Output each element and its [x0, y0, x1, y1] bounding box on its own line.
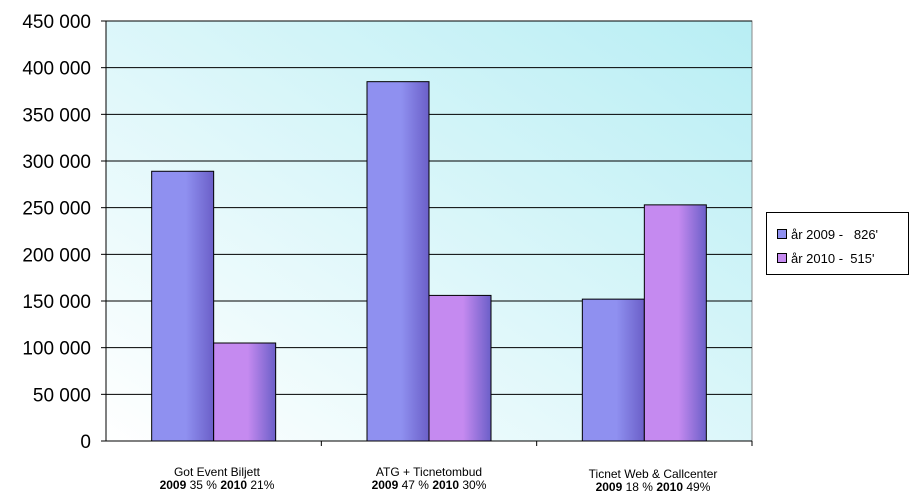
category-label-1: Got Event Biljett 2009 35 % 2010 21% — [159, 465, 275, 492]
bar-2010-2 — [428, 294, 492, 442]
legend-item-2010: år 2010 - 515' — [777, 246, 908, 270]
bar-2009-1 — [151, 170, 215, 442]
legend-label-2010: år 2010 - 515' — [791, 250, 875, 266]
y-tick-label: 300 000 — [22, 152, 91, 173]
y-tick-label: 350 000 — [22, 105, 91, 126]
bar-2010-1 — [213, 342, 277, 442]
y-tick-label: 450 000 — [22, 12, 91, 33]
chart-legend: år 2009 - 826' år 2010 - 515' — [766, 212, 909, 275]
category-label-3: Ticnet Web & Callcenter 2009 18 % 2010 4… — [588, 467, 718, 494]
y-tick-label: 150 000 — [22, 292, 91, 313]
y-tick-label: 0 — [80, 432, 91, 453]
y-tick-label: 50 000 — [33, 385, 91, 406]
y-tick-label: 200 000 — [22, 245, 91, 266]
bar-2010-3 — [643, 204, 707, 442]
y-tick-label: 250 000 — [22, 199, 91, 220]
legend-swatch-2010 — [777, 253, 787, 263]
category-label-2: ATG + Ticnetombud 2009 47 % 2010 30% — [371, 465, 487, 492]
legend-label-2009: år 2009 - 826' — [791, 226, 879, 242]
bar-2009-3 — [581, 298, 645, 442]
bar-2009-2 — [366, 81, 430, 442]
y-tick-label: 400 000 — [22, 59, 91, 80]
legend-swatch-2009 — [777, 229, 787, 239]
y-tick-label: 100 000 — [22, 339, 91, 360]
legend-item-2009: år 2009 - 826' — [777, 222, 908, 246]
